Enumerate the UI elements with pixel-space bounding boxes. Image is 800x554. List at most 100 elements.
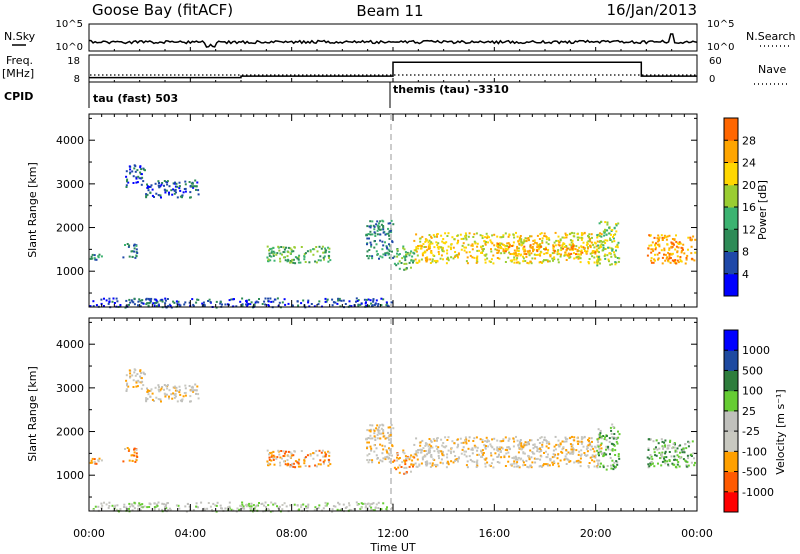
range-gate-cell xyxy=(164,395,167,398)
range-gate-cell xyxy=(491,446,494,449)
range-gate-cell xyxy=(158,186,161,189)
range-gate-cell xyxy=(230,508,233,511)
station-title: Goose Bay (fitACF) xyxy=(92,1,233,19)
range-gate-cell xyxy=(569,256,572,259)
range-gate-cell xyxy=(245,505,248,508)
range-gate-cell xyxy=(534,461,537,464)
range-gate-cell xyxy=(498,242,501,245)
range-gate-cell xyxy=(500,242,503,245)
range-gate-cell xyxy=(265,506,267,508)
colorbar-tick-label: 25 xyxy=(742,405,756,418)
range-gate-cell xyxy=(384,445,386,448)
range-gate-cell xyxy=(452,461,455,464)
nave-tick-bottom: 0 xyxy=(709,74,715,85)
range-gate-cell xyxy=(672,243,675,246)
range-gate-cell xyxy=(492,262,495,265)
range-gate-cell xyxy=(527,250,529,253)
range-gate-cell xyxy=(566,247,569,250)
range-gate-cell xyxy=(490,454,493,457)
range-gate-cell xyxy=(100,459,103,462)
range-gate-cell xyxy=(509,253,512,255)
range-gate-cell xyxy=(690,455,693,457)
range-gate-cell xyxy=(374,436,377,439)
range-gate-cell xyxy=(572,243,574,246)
range-gate-cell xyxy=(603,438,606,441)
range-gate-cell xyxy=(552,449,555,452)
range-gate-cell xyxy=(424,240,427,243)
range-gate-cell xyxy=(492,458,495,461)
range-gate-cell xyxy=(428,244,431,247)
range-gate-cell xyxy=(401,461,404,464)
range-gate-cell xyxy=(317,259,320,262)
range-gate-cell xyxy=(159,194,162,197)
range-gate-cell xyxy=(350,509,353,512)
range-gate-cell xyxy=(472,440,475,442)
range-gate-cell xyxy=(465,251,468,254)
range-gate-cell xyxy=(677,461,680,463)
range-gate-cell xyxy=(668,444,671,447)
range-gate-cell xyxy=(289,456,292,459)
range-gate-cell xyxy=(382,228,385,231)
range-gate-cell xyxy=(308,465,311,468)
range-gate-cell xyxy=(287,251,290,254)
range-gate-cell xyxy=(171,397,174,400)
range-gate-cell xyxy=(290,454,293,457)
range-gate-cell xyxy=(544,450,547,453)
range-gate-cell xyxy=(503,244,505,247)
range-gate-cell xyxy=(516,461,519,464)
range-gate-cell xyxy=(586,445,589,448)
range-gate-cell xyxy=(604,257,607,260)
range-gate-cell xyxy=(663,456,666,459)
range-gate-cell xyxy=(602,244,605,247)
range-gate-cell xyxy=(523,250,526,253)
range-gate-cell xyxy=(599,262,601,265)
range-gate-cell xyxy=(429,245,431,248)
range-gate-cell xyxy=(612,426,615,428)
range-gate-cell xyxy=(239,300,242,303)
range-gate-cell xyxy=(554,453,557,456)
range-gate-cell xyxy=(579,461,582,464)
range-gate-cell xyxy=(686,254,689,257)
range-gate-cell xyxy=(591,251,594,254)
range-gate-cell xyxy=(147,297,150,300)
range-gate-cell xyxy=(663,247,666,250)
range-gate-cell xyxy=(549,459,552,462)
range-gate-cell xyxy=(508,251,511,254)
range-gate-cell xyxy=(541,465,543,468)
range-gate-cell xyxy=(279,252,282,255)
range-gate-cell xyxy=(369,437,372,440)
range-gate-cell xyxy=(398,457,401,459)
range-gate-cell xyxy=(101,504,104,507)
range-gate-cell xyxy=(669,261,672,264)
range-gate-cell xyxy=(568,437,571,440)
range-gate-cell xyxy=(582,445,585,448)
range-gate-cell xyxy=(387,452,390,455)
range-gate-cell xyxy=(413,249,416,252)
range-gate-cell xyxy=(589,444,592,447)
range-gate-cell xyxy=(90,255,93,258)
range-gate-cell xyxy=(685,447,688,450)
range-gate-cell xyxy=(138,298,141,301)
nsky-trace xyxy=(88,33,698,48)
ytick-label: 1000 xyxy=(56,265,84,278)
range-gate-cell xyxy=(100,502,103,505)
range-gate-cell xyxy=(536,234,539,237)
range-gate-cell xyxy=(548,442,551,445)
range-gate-cell xyxy=(590,445,593,448)
range-gate-cell xyxy=(513,440,516,443)
range-gate-cell xyxy=(522,248,525,251)
range-gate-cell xyxy=(387,436,390,439)
range-gate-cell xyxy=(454,251,457,253)
range-gate-cell xyxy=(257,301,260,304)
range-gate-cell xyxy=(396,248,399,251)
range-gate-cell xyxy=(264,303,267,306)
range-gate-cell xyxy=(573,257,576,260)
range-gate-cell xyxy=(175,504,178,507)
range-gate-cell xyxy=(657,258,659,261)
range-gate-cell xyxy=(522,451,525,454)
range-gate-cell xyxy=(530,456,533,459)
range-gate-cell xyxy=(522,459,524,462)
range-gate-cell xyxy=(557,462,560,465)
range-gate-cell xyxy=(133,243,136,246)
